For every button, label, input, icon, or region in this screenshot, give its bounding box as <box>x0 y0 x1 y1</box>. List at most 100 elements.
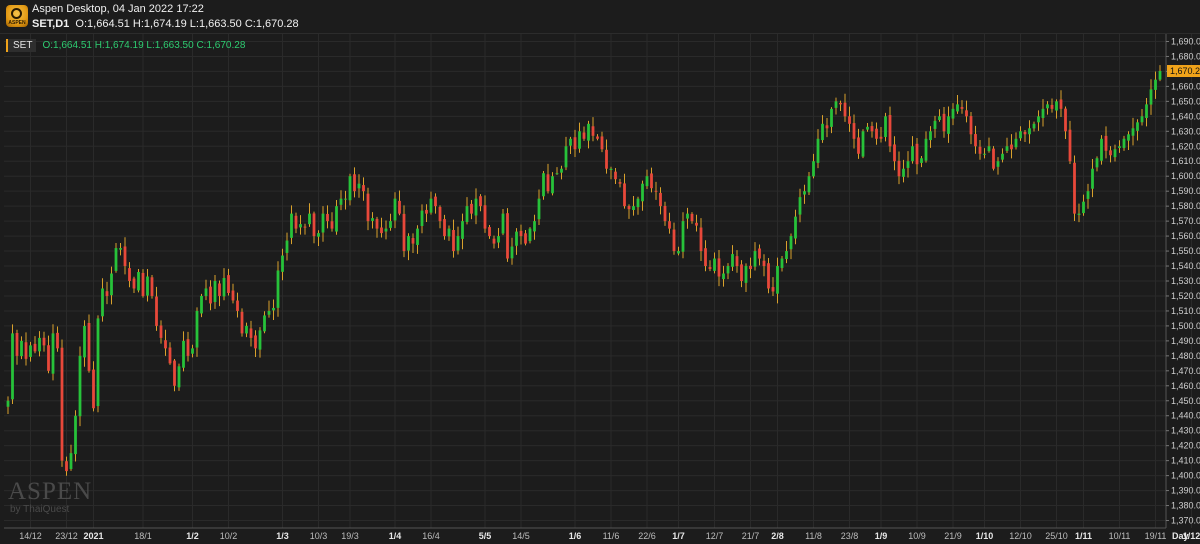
candle-body <box>1064 108 1067 132</box>
candle-body <box>713 258 716 271</box>
candle-body <box>569 138 572 146</box>
candle-body <box>114 248 118 271</box>
candle-body <box>186 339 190 356</box>
candle-body <box>276 270 280 308</box>
candle-body <box>11 333 14 400</box>
candle-body <box>785 251 788 260</box>
y-tick-label: 1,410.00 <box>1171 456 1200 466</box>
candle-body <box>875 128 878 139</box>
candle-body <box>33 343 37 352</box>
candle-body <box>816 138 820 163</box>
legend-ohlc-values: O:1,664.51 H:1,674.19 L:1,663.50 C:1,670… <box>42 40 246 51</box>
candle-body <box>141 272 145 296</box>
x-tick-label: 1/2 <box>186 531 199 541</box>
candle-body <box>150 277 154 296</box>
candle-body <box>960 107 964 109</box>
candle-body <box>614 171 617 180</box>
candle-body <box>317 233 320 237</box>
candle-body <box>1158 71 1162 80</box>
candle-body <box>290 213 293 238</box>
x-tick-label: 5/5 <box>479 531 492 541</box>
candle-body <box>425 209 428 214</box>
candle-body <box>947 116 950 134</box>
candle-body <box>695 222 698 226</box>
candle-body <box>110 273 113 296</box>
candle-body <box>686 213 689 219</box>
candle-body <box>173 360 176 386</box>
candle-body <box>1104 135 1108 151</box>
candle-body <box>677 251 680 254</box>
candle-body <box>1077 213 1081 215</box>
candle-body <box>492 238 496 244</box>
candles <box>6 65 1162 476</box>
candle-body <box>618 182 622 184</box>
candle-body <box>83 325 86 358</box>
y-tick-label: 1,520.00 <box>1171 291 1200 301</box>
candle-body <box>600 136 604 150</box>
candle-body <box>483 205 487 229</box>
candle-body <box>591 126 595 136</box>
candle-body <box>92 369 95 409</box>
x-tick-label: 10/11 <box>1109 531 1131 541</box>
candle-body <box>983 153 986 155</box>
candle-body <box>740 264 743 281</box>
watermark-brand: ASPEN <box>8 478 93 505</box>
candle-body <box>272 307 275 311</box>
x-tick-label: 1/10 <box>976 531 994 541</box>
candle-body <box>105 291 109 296</box>
candle-body <box>627 206 631 210</box>
candle-body <box>699 227 703 252</box>
candle-body <box>735 256 739 267</box>
candle-body <box>582 132 586 139</box>
candle-body <box>1055 101 1058 111</box>
candle-body <box>191 348 194 354</box>
candle-body <box>708 267 712 270</box>
candle-body <box>942 113 946 132</box>
candle-body <box>911 146 914 162</box>
candle-body <box>1118 146 1121 148</box>
candle-body <box>1019 131 1022 139</box>
candle-body <box>416 228 419 245</box>
candle-body <box>672 229 676 252</box>
candle-body <box>267 310 271 315</box>
candle-body <box>353 174 356 192</box>
candle-body <box>1154 79 1157 90</box>
candle-body <box>326 213 329 222</box>
candle-body <box>861 131 865 157</box>
candle-body <box>834 101 838 108</box>
x-tick-label: 1/11 <box>1075 531 1092 541</box>
candle-body <box>294 215 298 229</box>
legend-symbol[interactable]: SET <box>6 39 37 52</box>
candle-body <box>497 236 500 243</box>
candle-body <box>515 231 518 246</box>
candle-body <box>852 123 856 139</box>
candle-body <box>542 173 545 197</box>
y-tick-label: 1,480.00 <box>1171 351 1200 361</box>
candle-body <box>168 347 172 364</box>
candle-body <box>380 227 383 234</box>
candle-body <box>429 198 433 213</box>
candle-body <box>938 116 941 121</box>
candle-body <box>1140 116 1144 123</box>
y-tick-label: 1,550.00 <box>1171 246 1200 256</box>
candle-body <box>798 197 802 215</box>
y-tick-label: 1,600.00 <box>1171 171 1200 181</box>
candle-body <box>1023 131 1027 135</box>
candle-body <box>870 126 874 132</box>
symbol-ohlc-line: SET,D1 O:1,664.51 H:1,674.19 L:1,663.50 … <box>32 18 299 30</box>
candle-body <box>668 221 671 229</box>
candle-body <box>69 453 73 470</box>
aspen-logo-icon: ASPEN <box>6 5 28 27</box>
candle-body <box>1131 128 1135 136</box>
x-tick-label: 2/8 <box>771 531 784 541</box>
y-tick-label: 1,590.00 <box>1171 186 1200 196</box>
candle-body <box>20 340 23 357</box>
candle-body <box>398 200 401 214</box>
candle-body <box>753 251 757 267</box>
candle-body <box>393 198 397 221</box>
candle-body <box>443 219 446 237</box>
y-tick-label: 1,630.00 <box>1171 126 1200 136</box>
x-tick-label: 18/1 <box>134 531 152 541</box>
candle-body <box>902 168 905 177</box>
